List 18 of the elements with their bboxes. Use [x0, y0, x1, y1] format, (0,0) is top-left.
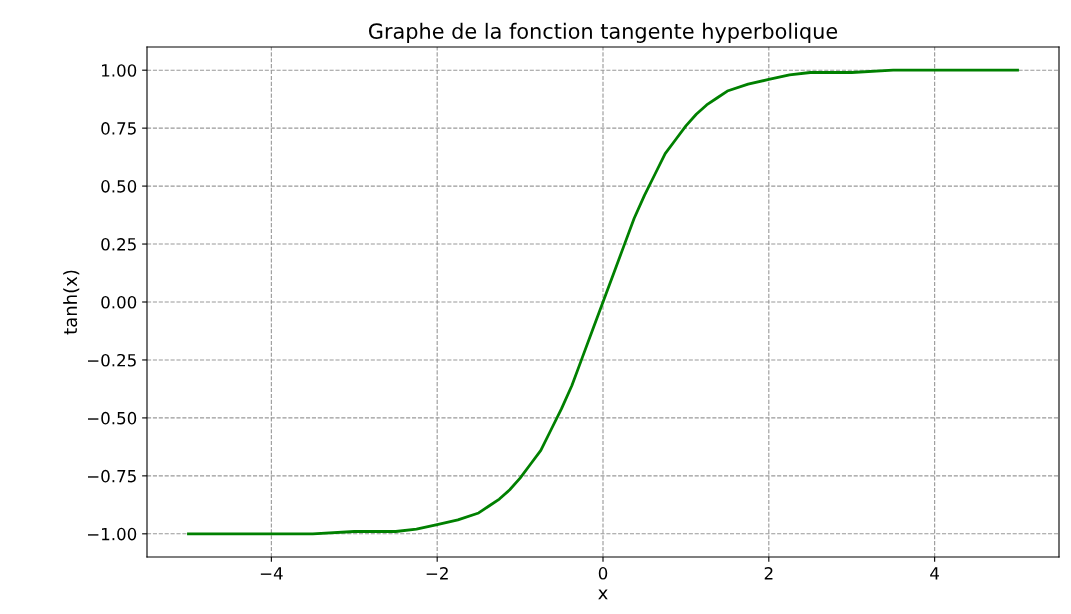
- x-tick-label: 2: [764, 567, 773, 580]
- chart-title: Graphe de la fonction tangente hyperbolique: [368, 22, 838, 43]
- x-axis-title: x: [598, 589, 608, 600]
- x-tick-label: 4: [930, 567, 939, 580]
- line-series: [187, 68, 1019, 536]
- y-tick-label: 0.50: [101, 180, 137, 193]
- y-tick-label: −0.25: [87, 353, 136, 367]
- y-tick-label: 0.75: [101, 122, 136, 135]
- x-tick-label: 0: [598, 567, 608, 580]
- y-tick-label: −0.50: [87, 411, 137, 425]
- x-tick-label: −2: [426, 567, 448, 580]
- y-tick-label: 1.00: [102, 64, 137, 77]
- y-tick-label: −0.75: [87, 469, 136, 483]
- x-tick-label: −4: [260, 567, 283, 580]
- y-tick-label: 0.00: [101, 295, 137, 309]
- y-tick-label: 0.25: [101, 238, 136, 251]
- y-axis-title: tanh(x): [63, 270, 80, 335]
- y-tick-label: −1.00: [87, 527, 137, 541]
